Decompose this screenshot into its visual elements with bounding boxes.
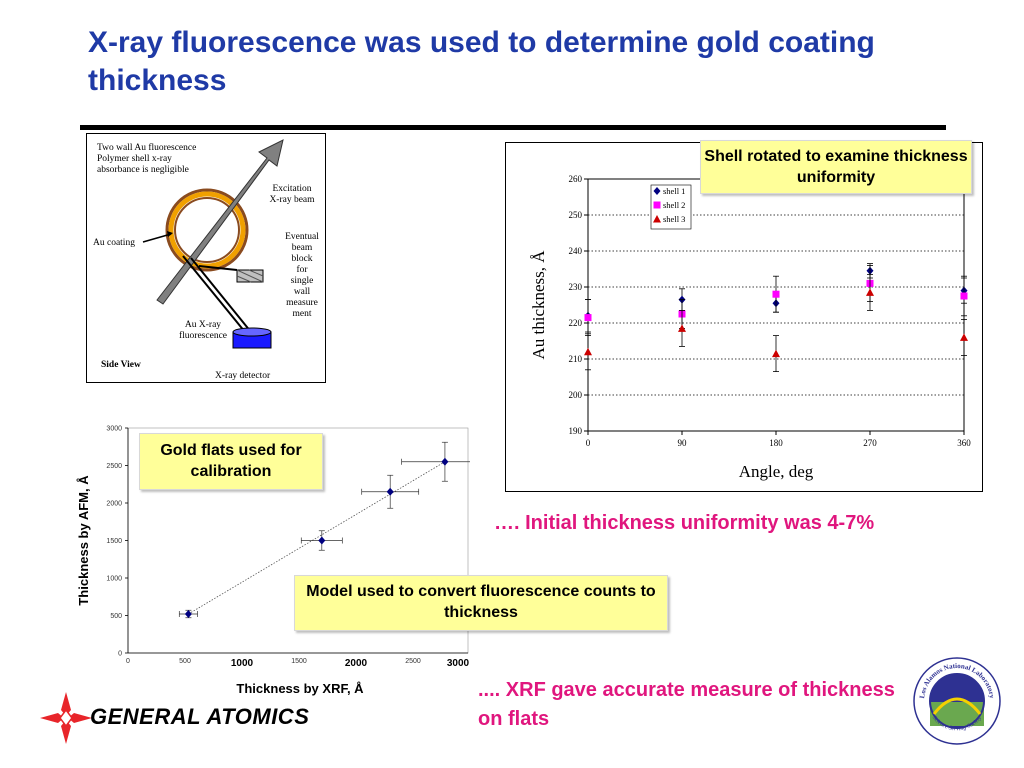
fluorescence-ray-1 xyxy=(182,255,246,333)
angle-chart-point xyxy=(772,290,780,298)
ga-star-icon xyxy=(40,692,92,744)
beam-block-label-line: single xyxy=(290,276,314,286)
general-atomics-logo: GENERAL ATOMICS xyxy=(38,690,358,746)
angle-chart-point xyxy=(584,347,592,356)
angle-chart-y-tick-label: 200 xyxy=(569,390,583,400)
angle-chart-point xyxy=(678,324,686,332)
angle-chart-legend-marker xyxy=(653,215,661,223)
angle-chart-x-tick-label: 0 xyxy=(586,438,591,448)
callout-shell-rotated: Shell rotated to examine thickness unifo… xyxy=(700,140,972,194)
fluorescence-label-1: Au X-ray xyxy=(184,320,222,330)
side-view-label: Side View xyxy=(101,360,141,370)
beam-block-label-line: for xyxy=(296,265,308,275)
angle-chart-point xyxy=(960,292,968,300)
angle-chart-legend-marker xyxy=(653,201,661,209)
beam-block-label-line: beam xyxy=(291,243,313,253)
diagram-note-line-2: Polymer shell x-ray xyxy=(97,154,172,164)
excitation-label-2: X-ray beam xyxy=(269,195,315,205)
angle-chart-x-tick-label: 90 xyxy=(678,438,688,448)
calib-chart-x-tick-label: 1500 xyxy=(291,658,307,665)
angle-chart-legend-label: shell 3 xyxy=(663,214,685,224)
diagram-note-line-1: Two wall Au fluorescence xyxy=(97,143,197,153)
beam-block-label-line: ment xyxy=(292,309,312,319)
angle-chart-y-tick-label: 260 xyxy=(569,174,583,184)
angle-thickness-chart: 190 200 210 220 230 240 250 260 0 90 180 270 360 shel… xyxy=(505,142,983,492)
angle-chart-y-tick-label: 250 xyxy=(569,210,583,220)
calib-chart-y-tick-label: 500 xyxy=(110,613,122,620)
angle-chart-legend-marker xyxy=(653,187,661,195)
diagram-graphic xyxy=(142,139,284,349)
angle-chart-point xyxy=(584,314,592,322)
angle-chart-legend-label: shell 2 xyxy=(663,200,685,210)
calib-chart-y-axis-label: Thickness by AFM, Å xyxy=(76,475,91,606)
lanl-seal: Los Alamos National Laboratory Science S… xyxy=(912,656,1002,746)
calib-chart-point xyxy=(441,457,449,466)
slide-title: X-ray fluorescence was used to determine… xyxy=(88,26,875,97)
calib-chart-point xyxy=(184,610,192,618)
au-coating-label: Au coating xyxy=(93,238,135,248)
angle-chart-y-tick-label: 210 xyxy=(569,354,583,364)
initial-uniformity-note: …. Initial thickness uniformity was 4-7% xyxy=(494,512,875,534)
angle-chart-point xyxy=(960,333,968,341)
fluorescence-ray-3 xyxy=(198,265,238,271)
calib-chart-y-tick-label: 1000 xyxy=(106,576,122,583)
angle-chart-point xyxy=(866,288,874,296)
angle-chart-y-tick-label: 240 xyxy=(569,246,583,256)
xray-detector-top xyxy=(232,327,272,337)
callout-model-used: Model used to convert fluorescence count… xyxy=(294,575,668,631)
calib-chart-x-tick-label: 2500 xyxy=(405,658,421,665)
calib-chart-x-tick-label: 500 xyxy=(179,658,191,665)
fluorescence-ray-2 xyxy=(190,257,252,333)
angle-chart-x-axis-label: Angle, deg xyxy=(739,462,814,481)
shell-inner-ring xyxy=(174,197,240,263)
angle-chart-y-tick-label: 220 xyxy=(569,318,583,328)
beam-block-hatch xyxy=(236,269,264,283)
beam-block-label-line: Eventual xyxy=(285,232,319,242)
beam-block-label-line: block xyxy=(291,254,313,264)
callout-gold-flats: Gold flats used for calibration xyxy=(139,433,323,490)
calib-chart-point xyxy=(386,487,394,496)
xray-detector-label: X-ray detector xyxy=(215,371,271,381)
beam-block-label-line: wall xyxy=(293,287,311,297)
au-coating-pointer-head xyxy=(167,231,173,237)
fluorescence-label-2: fluorescence xyxy=(179,331,227,341)
excitation-label-1: Excitation xyxy=(272,184,312,194)
beam-block-label: Eventual beam block for single wall meas… xyxy=(277,232,327,320)
calib-chart-y-tick-label: 1500 xyxy=(106,538,122,545)
calib-chart-x-tick-label: 2000 xyxy=(345,658,368,669)
xrf-accurate-note: .... XRF gave accurate measure of thickn… xyxy=(478,679,895,730)
angle-chart-point xyxy=(772,349,780,358)
au-coating-pointer xyxy=(142,233,172,243)
angle-chart-y-axis-label: Au thickness, Å xyxy=(529,250,548,360)
angle-chart-svg: 190 200 210 220 230 240 250 260 0 90 180 270 360 shel… xyxy=(529,174,971,481)
calib-chart-x-tick-label: 1000 xyxy=(231,658,254,669)
calib-chart-x-tick-label: 0 xyxy=(126,658,130,665)
lanl-seal-graphic: Los Alamos National Laboratory Science S… xyxy=(913,657,1001,745)
beam-block-label-line: measure xyxy=(286,298,318,308)
calib-chart-y-tick-label: 3000 xyxy=(106,426,122,433)
angle-chart-x-tick-label: 180 xyxy=(769,438,783,448)
title-divider xyxy=(80,125,946,130)
calib-chart-y-tick-label: 0 xyxy=(118,651,122,658)
angle-chart-y-tick-label: 230 xyxy=(569,282,583,292)
angle-chart-x-tick-label: 270 xyxy=(863,438,877,448)
angle-chart-x-tick-label: 360 xyxy=(957,438,971,448)
calib-chart-x-tick-label: 3000 xyxy=(447,658,470,669)
xrf-side-view-diagram: Two wall Au fluorescence Polymer shell x… xyxy=(86,133,326,383)
calib-chart-y-tick-label: 2500 xyxy=(106,463,122,470)
calib-chart-point xyxy=(318,536,326,545)
shell-outer-ring xyxy=(165,188,249,272)
calib-chart-x-axis-label: Thickness by XRF, Å xyxy=(236,681,364,696)
diagram-note-line-3: absorbance is negligible xyxy=(97,165,189,175)
ga-wordmark: GENERAL ATOMICS xyxy=(90,704,310,729)
calib-chart-y-tick-label: 2000 xyxy=(106,501,122,508)
angle-chart-legend-label: shell 1 xyxy=(663,186,685,196)
angle-chart-y-tick-label: 190 xyxy=(569,426,583,436)
